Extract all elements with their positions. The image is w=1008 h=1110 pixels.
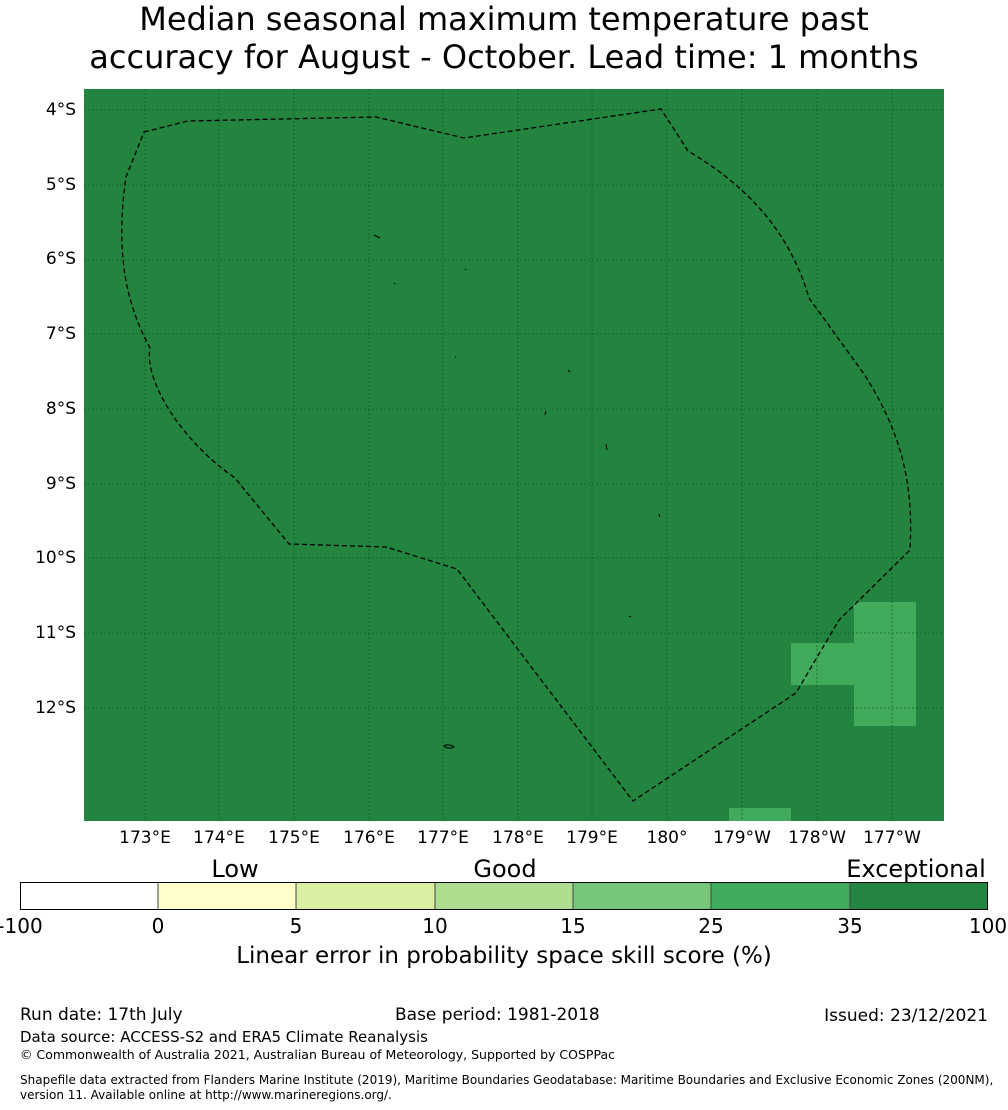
title-line-1: Median seasonal maximum temperature past	[139, 0, 869, 38]
lon-label-178e: 178°E	[492, 828, 544, 848]
lon-label-179e: 179°E	[566, 828, 618, 848]
higher-skill-cells	[729, 602, 916, 821]
data-source: Data source: ACCESS-S2 and ERA5 Climate …	[20, 1028, 428, 1046]
lon-label-180: 180°	[646, 828, 688, 848]
colorbar-segment	[158, 882, 296, 910]
lat-label-8s: 8°S	[45, 399, 76, 419]
colorbar-segment	[20, 882, 158, 910]
lat-label-5s: 5°S	[45, 175, 76, 195]
colorbar-tick: 0	[151, 914, 165, 938]
lon-label-178w: 178°W	[788, 828, 846, 848]
lon-label-173e: 173°E	[119, 828, 171, 848]
colorbar-tick: 10	[422, 914, 448, 938]
lat-label-7s: 7°S	[45, 324, 76, 344]
colorbar-segment	[850, 882, 988, 910]
legend-category-good: Good	[473, 855, 537, 883]
skill-score-map	[84, 89, 944, 821]
colorbar-tick: 25	[698, 914, 724, 938]
colorbar-segment	[711, 882, 850, 910]
title-line-2: accuracy for August - October. Lead time…	[89, 38, 919, 76]
map-title: Median seasonal maximum temperature past…	[0, 0, 1008, 76]
eez-boundary	[121, 108, 912, 802]
lat-label-10s: 10°S	[35, 548, 76, 568]
lon-label-177e: 177°E	[417, 828, 469, 848]
colorbar-segment	[573, 882, 711, 910]
lon-label-175e: 175°E	[268, 828, 320, 848]
skill-cell	[854, 602, 916, 726]
colorbar	[20, 882, 988, 910]
issued-date: Issued: 23/12/2021	[824, 1006, 988, 1026]
shapefile-credit-line-1: Shapefile data extracted from Flanders M…	[20, 1073, 994, 1087]
legend-category-exceptional: Exceptional	[846, 855, 986, 883]
base-period: Base period: 1981-2018	[395, 1005, 600, 1025]
shapefile-credit-line-2: version 11. Available online at http://w…	[20, 1088, 392, 1102]
colorbar-tick: 15	[560, 914, 586, 938]
colorbar-segment	[435, 882, 573, 910]
lat-label-9s: 9°S	[45, 474, 76, 494]
lon-label-174e: 174°E	[193, 828, 245, 848]
graticule	[84, 89, 944, 821]
colorbar-tick: 100	[968, 914, 1008, 938]
colorbar-tick: 35	[837, 914, 863, 938]
map-background	[84, 89, 944, 821]
islands	[373, 234, 661, 749]
lon-label-176e: 176°E	[343, 828, 395, 848]
copyright: © Commonwealth of Australia 2021, Austra…	[20, 1047, 615, 1062]
skill-cell	[791, 643, 855, 685]
colorbar-tick: -100	[0, 914, 43, 938]
lat-label-12s: 12°S	[35, 698, 76, 718]
lon-label-179w: 179°W	[713, 828, 771, 848]
lon-label-177w: 177°W	[863, 828, 921, 848]
colorbar-tick: 5	[289, 914, 303, 938]
lat-label-4s: 4°S	[45, 100, 76, 120]
lat-label-6s: 6°S	[45, 249, 76, 269]
legend-category-low: Low	[211, 855, 259, 883]
lat-label-11s: 11°S	[35, 623, 76, 643]
shapefile-credit: Shapefile data extracted from Flanders M…	[20, 1073, 995, 1103]
colorbar-label: Linear error in probability space skill …	[236, 943, 772, 969]
skill-cell	[729, 808, 791, 821]
colorbar-segment	[296, 882, 435, 910]
run-date: Run date: 17th July	[20, 1005, 183, 1025]
